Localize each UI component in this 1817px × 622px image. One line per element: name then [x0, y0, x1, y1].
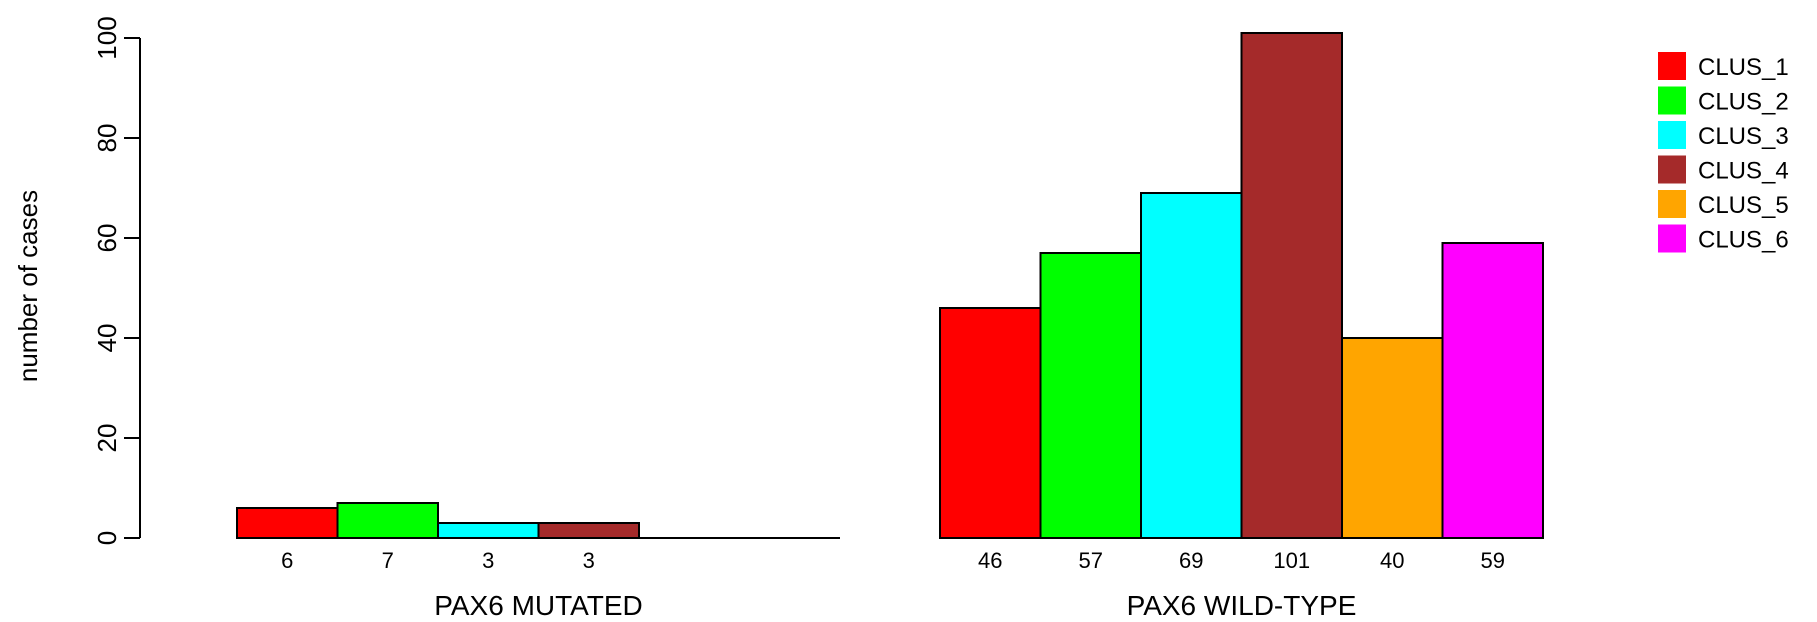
bar-groups: 6 7 3 3 PAX6 MUTATED 46 57 69 101 40 59 PAX6 WILD-T…: [236, 32, 1544, 621]
y-axis: 0 20 40 60 80 100: [92, 16, 141, 545]
y-tick-label: 80: [92, 124, 122, 153]
legend-swatch: [1658, 224, 1686, 253]
legend-swatch: [1658, 190, 1686, 218]
bar: [336, 502, 439, 539]
legend-swatch: [1658, 121, 1686, 149]
y-tick-label: 60: [92, 224, 122, 253]
bar: [1039, 252, 1142, 539]
y-tick-label: 20: [92, 424, 122, 453]
legend-item: CLUS_6: [1658, 224, 1789, 254]
bar-value-label: 57: [1079, 548, 1103, 573]
group-label: PAX6 WILD-TYPE: [1127, 590, 1357, 621]
legend-label: CLUS_6: [1698, 227, 1789, 254]
bar-value-label: 69: [1179, 548, 1203, 573]
bar-group: 46 57 69 101 40 59 PAX6 WILD-TYPE: [939, 32, 1544, 621]
bar-value-label: 7: [382, 548, 394, 573]
bar-value-label: 101: [1273, 548, 1310, 573]
bar: [236, 507, 339, 539]
bar: [1341, 337, 1444, 539]
legend-label: CLUS_4: [1698, 158, 1789, 185]
legend-label: CLUS_5: [1698, 192, 1789, 219]
y-tick-label: 40: [92, 324, 122, 353]
bar: [1441, 242, 1544, 539]
legend-label: CLUS_1: [1698, 54, 1789, 81]
bar: [939, 307, 1042, 539]
bar-value-label: 6: [281, 548, 293, 573]
legend-item: CLUS_4: [1658, 155, 1789, 185]
y-axis-label: number of cases: [13, 190, 43, 382]
legend-item: CLUS_1: [1658, 52, 1789, 81]
legend: CLUS_1 CLUS_2 CLUS_3 CLUS_4 CLUS_5 CLUS_6: [1658, 52, 1789, 254]
y-tick-label: 100: [92, 16, 122, 59]
bar: [1140, 192, 1243, 539]
bar-value-label: 40: [1380, 548, 1404, 573]
bar-value-label: 59: [1481, 548, 1505, 573]
bar: [437, 522, 540, 539]
legend-item: CLUS_5: [1658, 190, 1789, 219]
bar-value-label: 3: [583, 548, 595, 573]
legend-item: CLUS_3: [1658, 121, 1789, 150]
legend-swatch: [1658, 155, 1686, 184]
bar: [537, 522, 640, 539]
bar-value-label: 46: [978, 548, 1002, 573]
group-label: PAX6 MUTATED: [434, 590, 642, 621]
legend-swatch: [1658, 52, 1686, 80]
legend-swatch: [1658, 86, 1686, 115]
legend-item: CLUS_2: [1658, 86, 1789, 116]
bar-group: 6 7 3 3 PAX6 MUTATED: [236, 502, 840, 621]
y-tick-label: 0: [92, 531, 122, 545]
legend-label: CLUS_3: [1698, 123, 1789, 150]
legend-label: CLUS_2: [1698, 89, 1789, 116]
bar: [1240, 32, 1343, 539]
bar-value-label: 3: [482, 548, 494, 573]
